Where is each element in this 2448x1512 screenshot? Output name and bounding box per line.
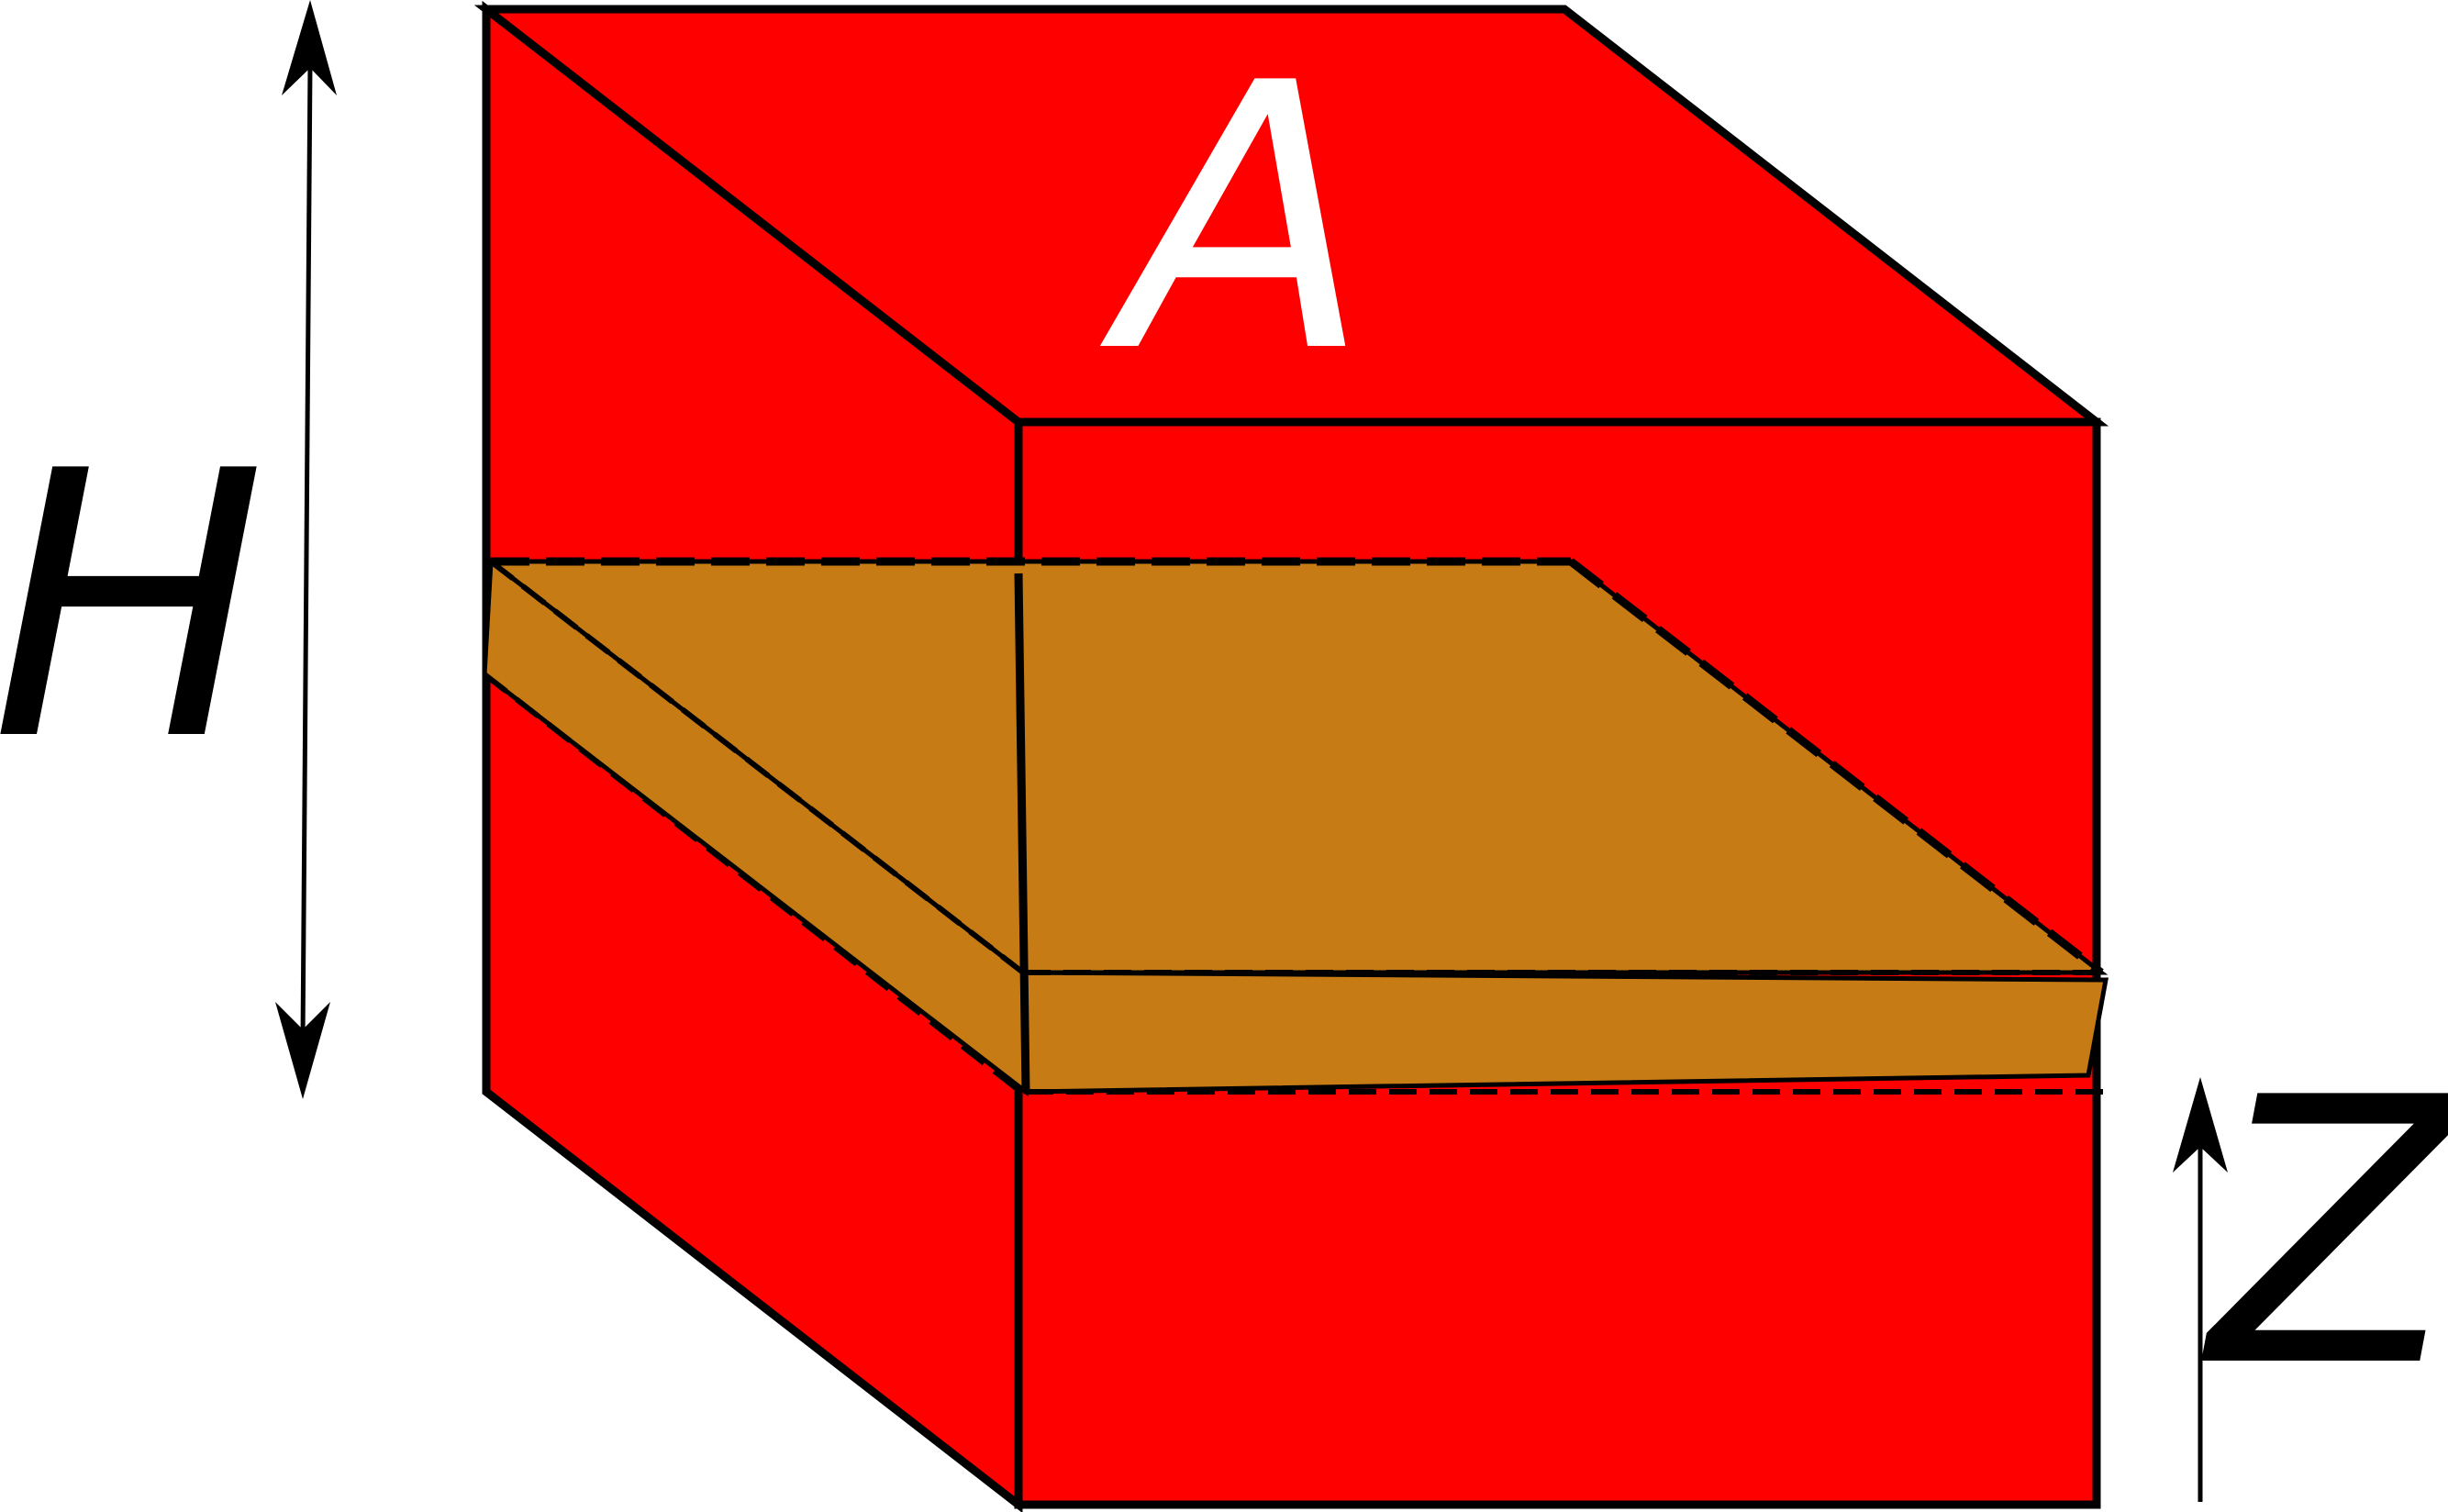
height-arrow-line (300, 63, 313, 1042)
z-axis-label: Z (2198, 1021, 2448, 1448)
height-arrow-head-bottom (275, 1002, 330, 1099)
layer-bottom-left-dashed-edge (483, 672, 1020, 1093)
layer-front-side (1020, 970, 2109, 1095)
top-face-label: A (1096, 6, 1371, 433)
block-front-vertical-edge (1014, 573, 1030, 1093)
block-top-face (473, 5, 2109, 427)
height-arrow-head-top (282, 0, 337, 95)
height-label: H (0, 395, 266, 821)
layer-top-right-dashed-edge (1568, 558, 2104, 976)
z-axis-arrow-head (2173, 1077, 2228, 1173)
layer-diagonal-dashed-edge (489, 559, 1025, 975)
